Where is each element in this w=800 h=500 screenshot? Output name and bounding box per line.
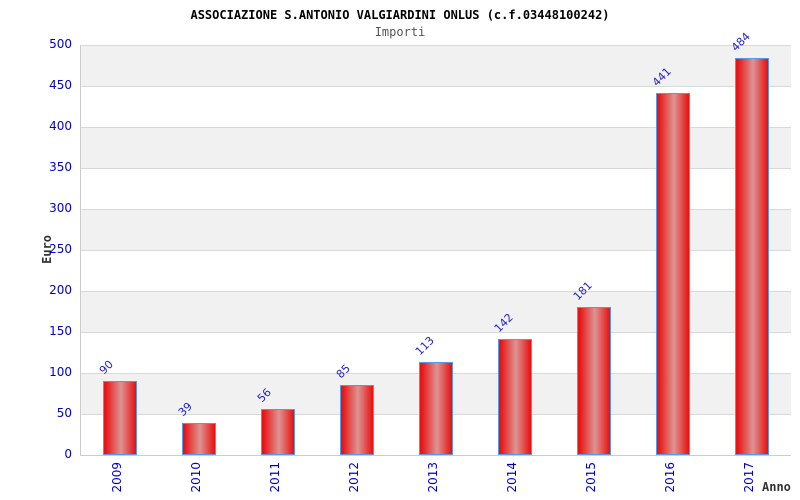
bar xyxy=(419,362,453,455)
bar-value-label: 90 xyxy=(97,357,117,377)
bar xyxy=(261,409,296,455)
bar xyxy=(655,93,690,455)
chart-subtitle: Importi xyxy=(374,25,426,39)
y-tick-label: 50 xyxy=(56,406,72,420)
x-axis-label: Anno xyxy=(762,480,791,494)
y-tick-label: 350 xyxy=(49,160,72,174)
bar xyxy=(734,58,769,455)
bar-value-label: 113 xyxy=(412,333,437,358)
y-tick-label: 250 xyxy=(49,242,72,256)
bar xyxy=(340,385,375,455)
y-tick-label: 450 xyxy=(49,78,72,92)
x-tick-label: 2010 xyxy=(189,462,204,493)
gridline xyxy=(81,291,791,292)
gridline xyxy=(81,127,791,128)
y-tick-label: 0 xyxy=(64,447,72,461)
x-tick-label: 2012 xyxy=(347,462,362,493)
y-tick-label: 150 xyxy=(49,324,72,338)
gridline xyxy=(81,250,791,251)
bar xyxy=(576,307,611,455)
bar xyxy=(182,423,217,455)
x-tick-label: 2011 xyxy=(268,462,283,493)
x-tick-label: 2014 xyxy=(504,462,519,493)
x-tick-label: 2016 xyxy=(662,462,677,493)
bar xyxy=(497,339,532,455)
x-tick-label: 2017 xyxy=(741,462,756,493)
plot-area: 90 39 56 85 113 142 181 441 484 xyxy=(80,30,791,456)
y-tick-label: 300 xyxy=(49,201,72,215)
x-tick-label: 2015 xyxy=(583,462,598,493)
y-tick-label: 500 xyxy=(49,37,72,51)
y-tick-label: 400 xyxy=(49,119,72,133)
bar-value-label: 181 xyxy=(570,278,595,303)
gridline xyxy=(81,332,791,333)
bar-value-label: 85 xyxy=(333,361,353,381)
gridline xyxy=(81,209,791,210)
bar-value-label: 56 xyxy=(254,385,275,405)
gridline xyxy=(81,86,791,87)
bar-value-label: 39 xyxy=(176,399,196,419)
y-tick-label: 100 xyxy=(49,365,72,379)
bar xyxy=(103,381,138,455)
x-tick-label: 2009 xyxy=(110,462,125,493)
chart-title: ASSOCIAZIONE S.ANTONIO VALGIARDINI ONLUS… xyxy=(190,8,610,22)
y-tick-label: 200 xyxy=(49,283,72,297)
x-tick-label: 2013 xyxy=(426,462,440,493)
gridline xyxy=(81,168,791,169)
gridline xyxy=(81,45,791,46)
